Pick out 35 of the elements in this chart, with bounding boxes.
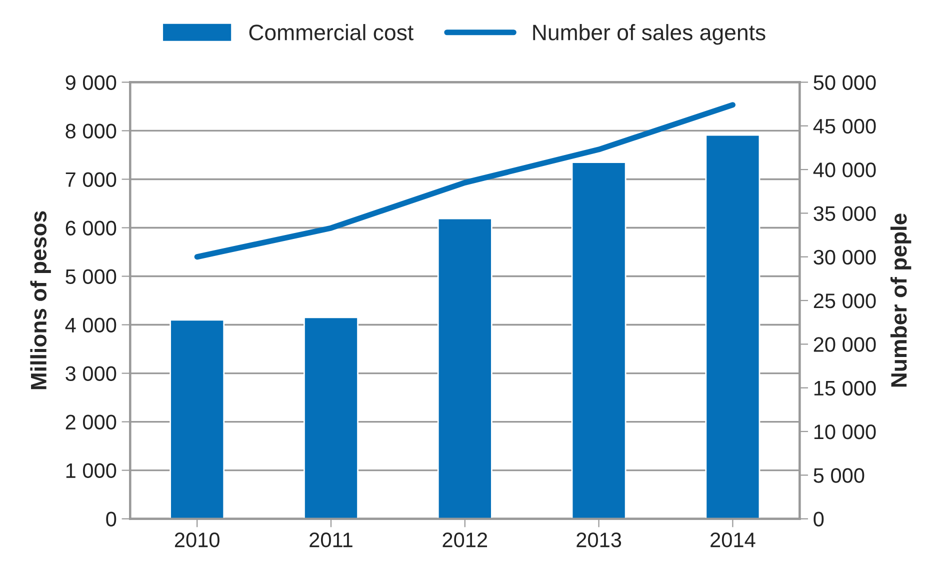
y2-tick-label: 10 000 bbox=[814, 424, 876, 440]
bar bbox=[705, 134, 760, 519]
y-tick-label: 6 000 bbox=[66, 220, 116, 236]
y-tick-label: 8 000 bbox=[66, 124, 116, 138]
y2-tick-label: 45 000 bbox=[813, 118, 876, 134]
y-tick-label: 0 bbox=[106, 512, 116, 527]
y2-tick-label: 15 000 bbox=[814, 380, 876, 396]
y-tick-label: 1 000 bbox=[66, 463, 116, 478]
x-tick-label: 2013 bbox=[576, 532, 622, 548]
legend-label: Commercial cost bbox=[249, 24, 414, 40]
y2-tick-label: 35 000 bbox=[814, 206, 876, 221]
bar bbox=[437, 218, 492, 519]
x-tick-label: 2010 bbox=[174, 532, 220, 548]
y2-tick-label: 50 000 bbox=[814, 75, 876, 90]
y2-tick-label: 5 000 bbox=[814, 468, 864, 483]
y2-tick-label: 0 bbox=[814, 512, 824, 527]
y2-axis-title: Number of peple bbox=[890, 214, 912, 387]
y-tick-label: 4 000 bbox=[65, 318, 116, 333]
bar bbox=[304, 316, 358, 519]
y-tick-label: 3 000 bbox=[66, 366, 116, 382]
y2-tick-label: 25 000 bbox=[814, 294, 876, 308]
y-axis-title: Millions of pesos bbox=[30, 211, 51, 390]
y-tick-label: 5 000 bbox=[66, 269, 116, 284]
x-tick-label: 2011 bbox=[310, 532, 352, 548]
y-tick-label: 7 000 bbox=[66, 172, 116, 187]
bar bbox=[170, 319, 225, 519]
bar bbox=[571, 162, 626, 519]
x-tick-label: 2012 bbox=[442, 532, 488, 548]
y-tick-label: 2 000 bbox=[66, 414, 116, 430]
y2-tick-label: 20 000 bbox=[814, 337, 876, 352]
y2-tick-label: 30 000 bbox=[814, 250, 876, 265]
legend-label: Number of sales agents bbox=[533, 24, 766, 45]
y-tick-label: 9 000 bbox=[66, 75, 116, 90]
x-tick-label: 2014 bbox=[710, 532, 756, 548]
y2-tick-label: 40 000 bbox=[813, 162, 876, 178]
